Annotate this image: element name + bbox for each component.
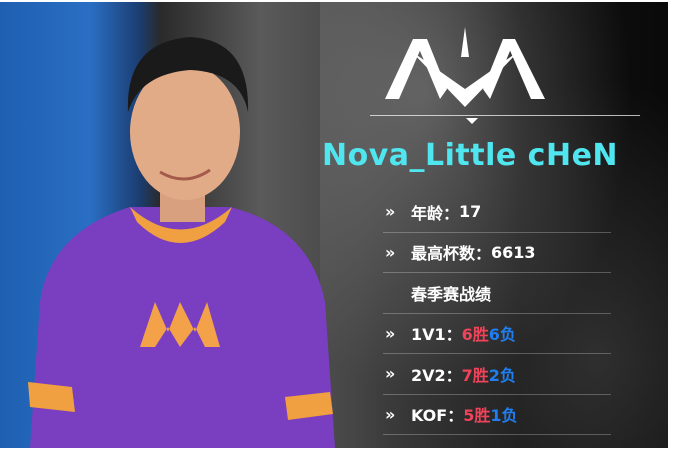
record-wins: 5胜	[463, 406, 491, 426]
stat-value: 6613	[491, 242, 536, 262]
record-row-1v1: » 1V1： 6胜 6负	[383, 314, 611, 354]
player-name: Nova_Little cHeN	[322, 138, 619, 173]
section-title-row: 春季赛战绩	[383, 273, 611, 314]
record-wins: 6胜	[461, 325, 489, 345]
player-photo	[28, 37, 335, 448]
divider	[370, 115, 640, 116]
stats-list: » 年龄： 17 » 最高杯数： 6613 春季赛战绩 » 1V1： 6胜 6负…	[383, 192, 611, 435]
record-row-kof: » KOF： 5胜 1负	[383, 395, 611, 435]
double-chevron-icon: »	[385, 404, 396, 424]
stat-value: 17	[459, 202, 482, 222]
stat-row-age: » 年龄： 17	[383, 192, 611, 233]
triangle-marker-icon	[466, 118, 478, 124]
stat-label: 年龄：	[411, 203, 460, 223]
record-losses: 1负	[490, 406, 518, 426]
record-mode: 1V1：	[411, 325, 462, 345]
record-mode: 2V2：	[411, 365, 462, 385]
double-chevron-icon: »	[385, 323, 396, 343]
stat-label: 最高杯数：	[411, 244, 492, 264]
double-chevron-icon: »	[385, 242, 396, 262]
record-losses: 2负	[488, 365, 516, 385]
nova-team-logo	[385, 27, 545, 107]
section-title: 春季赛战绩	[411, 284, 492, 304]
record-wins: 7胜	[461, 365, 489, 385]
stat-row-trophies: » 最高杯数： 6613	[383, 233, 611, 273]
double-chevron-icon: »	[385, 202, 396, 222]
record-losses: 6负	[488, 325, 516, 345]
record-mode: KOF：	[411, 406, 464, 426]
record-row-2v2: » 2V2： 7胜 2负	[383, 354, 611, 395]
double-chevron-icon: »	[385, 364, 396, 384]
